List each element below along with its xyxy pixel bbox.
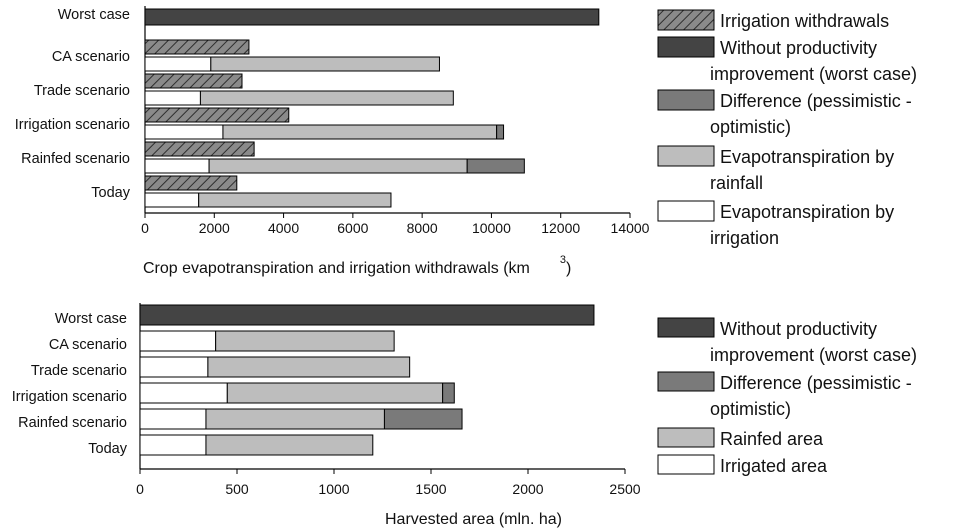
c1-legend-swatch-withdrawal xyxy=(657,9,715,31)
c1-legend-label-irrigated: Evapotranspiration by xyxy=(720,202,894,222)
c2-category-label: Rainfed scenario xyxy=(18,415,127,431)
c2-bar-irrigation xyxy=(139,330,217,352)
c2-bar-irrigation xyxy=(139,382,228,404)
c2-bar-difference xyxy=(383,408,463,430)
c1-bar-rainfed xyxy=(208,158,468,174)
c2-legend-label-rainfed: Rainfed area xyxy=(720,429,824,449)
c1-legend-label-worst: Without productivity xyxy=(720,38,877,58)
c1-bar-irrigation-withdrawals xyxy=(144,107,290,123)
c2-legend-label-worst: Without productivity xyxy=(720,319,877,339)
c1-bar-rainfed xyxy=(222,124,498,140)
c1-x-tick-label: 6000 xyxy=(337,220,368,236)
c2-category-label: Irrigation scenario xyxy=(12,389,127,405)
c2-x-tick-label: 2500 xyxy=(609,481,640,497)
c1-x-tick-label: 4000 xyxy=(268,220,299,236)
c1-legend-label-withdrawal: Irrigation withdrawals xyxy=(720,11,889,31)
c2-category-label: Trade scenario xyxy=(31,363,127,379)
c1-category-label: Today xyxy=(91,185,130,201)
c2-bar-irrigation xyxy=(139,408,207,430)
c2-legend-label-difference: optimistic) xyxy=(710,399,791,419)
c1-bar-irrigation-withdrawals xyxy=(144,175,238,191)
c2-bar-rainfed xyxy=(205,434,374,456)
c1-category-label: Trade scenario xyxy=(34,83,130,99)
c2-legend-swatch-rainfed xyxy=(657,427,715,448)
c1-bar-irrigation xyxy=(144,56,212,72)
c2-bar-rainfed xyxy=(207,356,411,378)
c1-legend-label-rainfed: rainfall xyxy=(710,173,763,193)
c1-bar-irrigation-withdrawals xyxy=(144,39,250,55)
c1-legend-swatch-difference xyxy=(657,89,715,111)
c2-legend-label-irrigated: Irrigated area xyxy=(720,456,828,476)
c2-legend-swatch-difference xyxy=(657,371,715,392)
c2-x-tick-label: 2000 xyxy=(512,481,543,497)
c2-bar-irrigation xyxy=(139,434,207,456)
c1-legend-swatch-rainfed xyxy=(657,145,715,167)
c1-x-axis-label: Crop evapotranspiration and irrigation w… xyxy=(143,254,571,277)
c2-category-label: Worst case xyxy=(55,311,127,327)
c1-x-tick-label: 8000 xyxy=(407,220,438,236)
c1-bar-difference xyxy=(496,124,505,140)
chart-harvested-area: 0 500 1000 1500 2000 2500 Harvested area (mln.… xyxy=(12,303,917,528)
c1-legend-swatch-worst xyxy=(657,36,715,58)
c1-legend-label-difference: optimistic) xyxy=(710,117,791,137)
c1-bar-irrigation-withdrawals xyxy=(144,141,255,157)
c2-bar-difference xyxy=(442,382,455,404)
c1-category-label: Rainfed scenario xyxy=(21,151,130,167)
c1-bar-irrigation xyxy=(144,124,224,140)
c2-x-tick-label: 500 xyxy=(225,481,249,497)
c2-x-tick-label: 1500 xyxy=(415,481,446,497)
c1-bar-irrigation xyxy=(144,90,201,106)
c2-x-tick-label: 1000 xyxy=(318,481,349,497)
c1-category-label: Irrigation scenario xyxy=(15,117,130,133)
c1-bar-worst-case xyxy=(144,8,600,26)
c1-x-tick-label: 14000 xyxy=(611,220,650,236)
c1-legend-label-difference: Difference (pessimistic - xyxy=(720,91,912,111)
c2-legend-swatch-irrigated xyxy=(657,454,715,475)
c1-legend-label-irrigated: irrigation xyxy=(710,228,779,248)
c2-bar-rainfed xyxy=(215,330,395,352)
c1-legend-label-rainfed: Evapotranspiration by xyxy=(720,147,894,167)
c1-bar-irrigation xyxy=(144,192,200,208)
c1-x-tick-label: 12000 xyxy=(541,220,580,236)
c2-category-label: CA scenario xyxy=(49,337,127,353)
c2-bar-rainfed xyxy=(226,382,444,404)
c1-bar-rainfed xyxy=(210,56,440,72)
c2-category-label: Today xyxy=(88,441,127,457)
c2-legend-label-difference: Difference (pessimistic - xyxy=(720,373,912,393)
c2-x-tick-label: 0 xyxy=(136,481,144,497)
c1-bar-rainfed xyxy=(199,90,454,106)
c1-x-tick-label: 0 xyxy=(141,220,149,236)
c1-x-tick-label: 10000 xyxy=(472,220,511,236)
c1-x-tick-label: 2000 xyxy=(199,220,230,236)
c2-bar-irrigation xyxy=(139,356,209,378)
c1-bar-difference xyxy=(466,158,525,174)
c1-bar-irrigation xyxy=(144,158,210,174)
c1-category-label: CA scenario xyxy=(52,49,130,65)
c1-legend-label-worst: improvement (worst case) xyxy=(710,64,917,84)
c2-bar-worst-case xyxy=(139,304,595,326)
c2-x-axis-label: Harvested area (mln. ha) xyxy=(385,511,562,528)
c1-bar-rainfed xyxy=(198,192,392,208)
c1-category-label: Worst case xyxy=(58,7,130,23)
chart-evapotranspiration: 0 2000 4000 6000 8000 10000 12000 14000 Crop eva… xyxy=(15,6,917,277)
c1-bar-irrigation-withdrawals xyxy=(144,73,243,89)
c1-legend-swatch-irrigated xyxy=(657,200,715,222)
c2-legend-label-worst: improvement (worst case) xyxy=(710,345,917,365)
c2-bar-rainfed xyxy=(205,408,385,430)
c2-legend-swatch-worst xyxy=(657,317,715,338)
